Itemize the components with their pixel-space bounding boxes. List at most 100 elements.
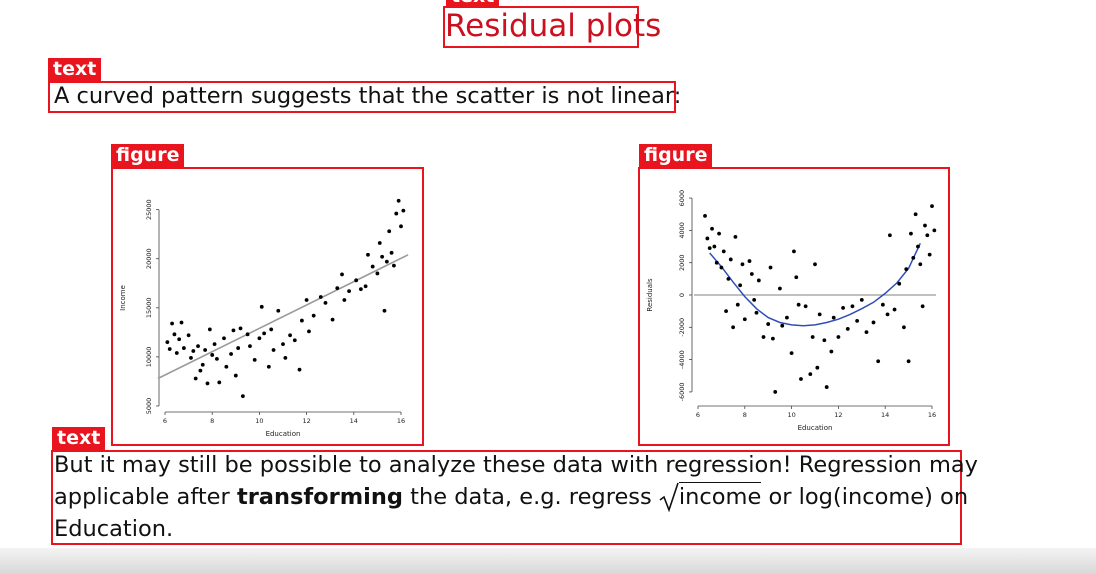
y-axis-label: Residuals xyxy=(646,278,654,312)
data-point xyxy=(340,272,344,277)
data-point xyxy=(245,332,250,337)
data-point xyxy=(205,381,210,386)
x-axis-label: Education xyxy=(798,424,833,432)
data-point xyxy=(719,265,724,270)
data-point xyxy=(347,289,351,294)
data-point xyxy=(845,327,850,331)
data-point xyxy=(768,265,773,270)
regression-line xyxy=(157,254,409,380)
data-point xyxy=(721,249,726,254)
data-point xyxy=(810,335,815,339)
figure2-bbox xyxy=(638,167,950,446)
data-point xyxy=(266,364,271,369)
data-point xyxy=(375,271,380,276)
data-point xyxy=(897,281,902,286)
data-point xyxy=(191,349,196,353)
data-point xyxy=(728,257,733,262)
data-point xyxy=(186,333,191,338)
data-point xyxy=(165,340,170,345)
data-point xyxy=(796,302,801,307)
outro-line-2: applicable after transforming the data, … xyxy=(54,481,968,513)
data-point xyxy=(752,297,757,302)
data-point xyxy=(318,295,323,299)
data-point xyxy=(770,336,775,341)
data-point xyxy=(177,337,182,342)
y-tick-label: 0 xyxy=(678,293,686,297)
data-point xyxy=(799,377,803,381)
data-point xyxy=(817,312,822,317)
data-point xyxy=(399,224,403,229)
outro-bbox xyxy=(51,450,962,545)
data-point xyxy=(726,276,731,281)
data-point xyxy=(703,213,707,218)
transforming-emphasis: transforming xyxy=(236,484,404,510)
data-point xyxy=(354,278,359,283)
y-axis-label: Income xyxy=(119,285,127,311)
data-point xyxy=(766,322,771,326)
data-point xyxy=(212,342,217,347)
data-point xyxy=(909,231,913,236)
data-point xyxy=(283,355,288,360)
data-point xyxy=(731,325,735,330)
data-point xyxy=(712,244,717,249)
data-point xyxy=(224,364,229,369)
data-point xyxy=(389,250,394,255)
data-point xyxy=(815,365,820,370)
data-point xyxy=(231,328,236,333)
figure1-bbox xyxy=(111,167,424,446)
data-point xyxy=(382,308,387,313)
outro-line-2-start: applicable after xyxy=(54,484,237,510)
data-point xyxy=(198,368,203,373)
x-tick-label: 12 xyxy=(834,411,842,419)
data-point xyxy=(311,313,316,318)
outro-line-1: But it may still be possible to analyze … xyxy=(54,452,978,478)
data-point xyxy=(918,262,923,267)
data-point xyxy=(932,228,937,233)
data-point xyxy=(887,233,892,238)
data-point xyxy=(307,329,311,334)
data-point xyxy=(824,385,829,389)
x-tick-label: 12 xyxy=(302,417,310,425)
data-point xyxy=(210,353,215,357)
data-point xyxy=(335,286,340,291)
data-point xyxy=(925,233,930,238)
data-point xyxy=(880,302,885,307)
data-point xyxy=(855,318,860,323)
data-point xyxy=(342,298,347,302)
data-point xyxy=(281,342,285,347)
data-point xyxy=(380,254,385,259)
data-point xyxy=(780,323,785,328)
data-point xyxy=(297,367,302,372)
x-tick-label: 16 xyxy=(397,417,405,425)
data-point xyxy=(904,267,909,272)
data-point xyxy=(240,394,245,399)
slide-title: Residual plots xyxy=(445,8,662,44)
data-point xyxy=(196,344,200,349)
data-point xyxy=(323,301,328,305)
data-point xyxy=(233,373,238,378)
y-tick-label: 2000 xyxy=(678,254,686,271)
data-point xyxy=(257,336,262,341)
x-tick-label: 10 xyxy=(255,417,263,425)
data-point xyxy=(387,229,392,234)
data-point xyxy=(916,244,920,249)
radical-sign-icon xyxy=(659,482,679,512)
data-point xyxy=(259,304,264,309)
data-point xyxy=(396,198,401,203)
data-point xyxy=(761,335,766,339)
data-point xyxy=(911,255,916,260)
data-point xyxy=(920,304,925,309)
data-point xyxy=(238,326,243,331)
data-point xyxy=(794,275,799,280)
data-point xyxy=(735,302,740,307)
data-point xyxy=(792,249,796,254)
data-point xyxy=(358,287,363,292)
data-point xyxy=(778,286,782,291)
data-point xyxy=(401,208,406,213)
x-axis-label: Education xyxy=(266,430,301,438)
data-point xyxy=(876,359,881,364)
data-point xyxy=(276,308,281,313)
x-tick-label: 8 xyxy=(210,417,214,425)
data-point xyxy=(831,315,836,320)
data-point xyxy=(707,246,712,251)
